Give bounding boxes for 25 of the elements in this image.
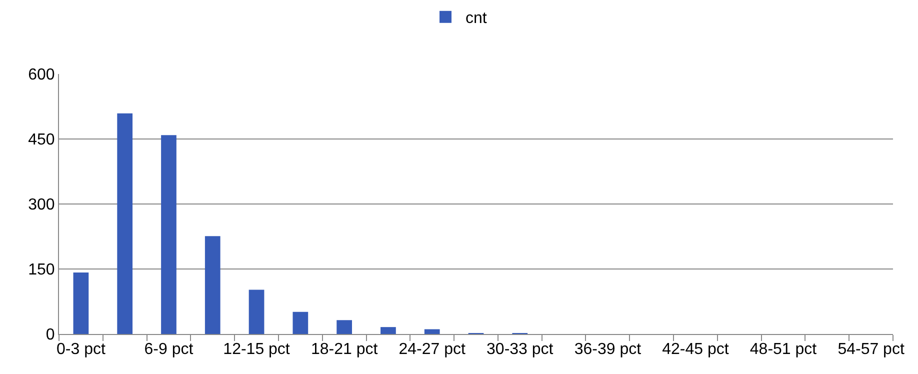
x-tick-label: 42-45 pct xyxy=(662,341,730,358)
x-tick-label: 0-3 pct xyxy=(56,341,106,358)
bar xyxy=(161,135,176,334)
bar xyxy=(336,320,352,334)
x-tick-label: 24-27 pct xyxy=(398,341,466,358)
bar xyxy=(248,290,264,334)
bar xyxy=(73,272,89,334)
x-tick-label: 6-9 pct xyxy=(144,341,194,358)
x-tick-label: 36-39 pct xyxy=(574,341,642,358)
x-tick-label: 54-57 pct xyxy=(838,341,905,358)
y-tick-label: 450 xyxy=(28,132,55,149)
y-tick-label: 600 xyxy=(28,66,55,84)
bar xyxy=(292,312,308,334)
bar xyxy=(424,329,440,334)
x-tick-label: 12-15 pct xyxy=(223,341,290,358)
x-tick-label: 48-51 pct xyxy=(750,341,818,358)
bar xyxy=(117,113,133,334)
x-tick-label: 30-33 pct xyxy=(486,341,554,358)
legend-label: cnt xyxy=(466,10,488,28)
y-tick-label: 150 xyxy=(28,262,55,279)
bar xyxy=(380,327,396,334)
x-tick-label: 18-21 pct xyxy=(310,341,378,358)
y-tick-label: 0 xyxy=(46,326,55,344)
y-tick-label: 300 xyxy=(28,196,55,214)
bar xyxy=(204,236,220,334)
